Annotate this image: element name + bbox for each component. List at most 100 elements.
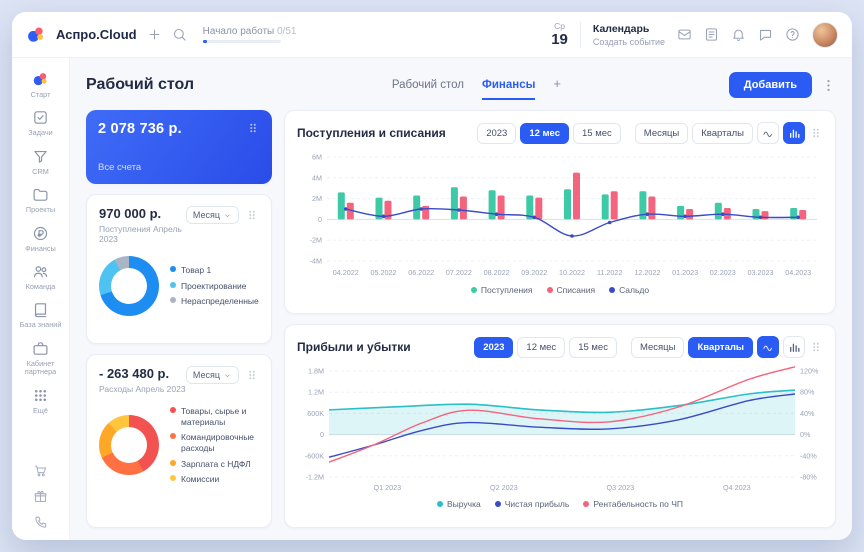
sidebar-item-tasks[interactable]: Задачи [12,104,69,142]
svg-text:09.2022: 09.2022 [521,268,547,277]
income-period-select[interactable]: Месяц [185,206,239,224]
calendar-title: Календарь [592,22,650,35]
svg-text:Q4 2023: Q4 2023 [723,483,751,492]
drag-handle-icon[interactable] [245,208,259,222]
pnl-card: Прибыли и убытки 2023 12 мес 15 мес Месяцы К… [284,324,836,528]
svg-text:12.2022: 12.2022 [634,268,660,277]
day-number: 19 [551,31,568,49]
expenses-period-select[interactable]: Месяц [185,366,239,384]
expenses-amount: - 263 480 р. [99,366,170,381]
all-accounts-link[interactable]: Все счета [98,162,142,173]
sidebar-item-label: База знаний [19,320,62,330]
sidebar-item-label: Старт [30,90,51,99]
more-menu-icon[interactable] [821,78,836,93]
svg-text:-4M: -4M [310,257,322,266]
add-tab-button[interactable]: + [553,76,561,91]
sidebar-item-knowledge-base[interactable]: База знаний [12,296,69,334]
left-column: 2 078 736 р. Все счета 970 000 р. Поступ… [86,110,272,528]
period-button-0[interactable]: 2023 [477,122,517,144]
svg-text:-40%: -40% [800,451,817,460]
sidebar-item-projects[interactable]: Проекты [12,181,69,219]
svg-text:0: 0 [320,430,324,439]
tab-1[interactable]: Финансы [482,79,536,100]
accounts-card[interactable]: 2 078 736 р. Все счета [86,110,272,184]
svg-text:40%: 40% [800,409,815,418]
user-avatar[interactable] [812,21,838,48]
income-donut-chart [99,256,159,316]
svg-text:08.2022: 08.2022 [484,268,510,277]
date-widget[interactable]: Ср 19 [551,22,568,48]
period-button-1[interactable]: 12 мес [517,336,566,358]
phone-icon[interactable] [33,515,48,530]
svg-text:05.2022: 05.2022 [371,268,397,277]
line-chart-toggle[interactable] [757,336,779,358]
page-title: Рабочий стол [86,76,195,93]
cart-icon[interactable] [33,463,48,478]
legend-item: Командировочные расходы [170,432,259,453]
svg-text:1.8M: 1.8M [308,367,324,376]
bar-chart-toggle[interactable] [783,122,805,144]
line-chart-toggle[interactable] [757,122,779,144]
period-button-0[interactable]: 2023 [474,336,514,358]
legend-item: Списания [546,285,595,295]
chat-icon[interactable] [758,27,773,42]
period-button-2[interactable]: 15 мес [573,122,621,144]
quick-add-icon[interactable] [147,27,162,42]
chevron-down-icon [223,211,232,220]
sidebar-item-more[interactable]: Ещё [12,382,69,420]
svg-text:-600K: -600K [305,451,324,460]
mail-icon[interactable] [677,27,692,42]
period-button-2[interactable]: 15 мес [569,336,617,358]
sidebar-item-finance[interactable]: Финансы [12,220,69,258]
tab-0[interactable]: Рабочий стол [391,79,465,91]
period-button-1[interactable]: 12 мес [520,122,570,144]
grouping-button-0[interactable]: Месяцы [634,122,689,144]
drag-handle-icon[interactable] [809,340,823,354]
income-legend: Товар 1 Проектирование Нераспределенные [170,265,259,307]
expenses-donut-chart [99,415,159,476]
cashflow-card: Поступления и списания 2023 12 мес 15 мес М… [284,110,836,314]
sidebar-item-start[interactable]: Старт [12,66,69,104]
onboarding-widget[interactable]: Начало работы 0/51 [202,26,297,43]
svg-text:120%: 120% [800,367,819,376]
projects-icon [32,186,49,203]
add-button[interactable]: Добавить [728,72,812,98]
search-icon[interactable] [172,27,187,42]
svg-text:4M: 4M [312,173,322,182]
calendar-widget[interactable]: Календарь Создать событие [593,23,665,47]
sidebar-item-label: Ещё [33,405,48,415]
team-icon [32,263,49,280]
grouping-button-1[interactable]: Кварталы [688,336,753,358]
feedback-icon[interactable] [704,27,719,42]
cashflow-controls: 2023 12 мес 15 мес Месяцы Кварталы [477,122,823,144]
svg-text:80%: 80% [800,388,815,397]
grouping-button-0[interactable]: Месяцы [630,336,685,358]
partner-cabinet-icon [32,340,49,357]
grouping-button-1[interactable]: Кварталы [692,122,753,144]
expenses-period-value: Месяц [192,370,220,380]
sidebar-item-label: Проекты [25,205,56,215]
legend-item: Нераспределенные [170,296,259,307]
sidebar-item-crm[interactable]: CRM [12,143,69,181]
pnl-controls: 2023 12 мес 15 мес Месяцы Кварталы [474,336,823,358]
svg-text:1.2M: 1.2M [308,388,324,397]
bell-icon[interactable] [731,27,746,42]
sidebar-item-team[interactable]: Команда [12,258,69,296]
legend-item: Товар 1 [170,265,259,276]
svg-text:Q1 2023: Q1 2023 [374,483,402,492]
svg-text:-80%: -80% [800,473,817,482]
sidebar-item-label: CRM [32,166,49,176]
sidebar-item-partner-cabinet[interactable]: Кабинет партнера [12,335,69,382]
drag-handle-icon[interactable] [245,368,259,382]
income-amount-block: 970 000 р. Поступления Апрель 2023 [99,206,186,244]
bar-chart-toggle[interactable] [783,336,805,358]
help-icon[interactable] [785,27,800,42]
gift-icon[interactable] [33,489,48,504]
onboarding-count: 0/51 [277,26,297,37]
dashboard-tabs: Рабочий стол Финансы + [362,76,561,100]
svg-text:-2M: -2M [310,236,322,245]
svg-text:0%: 0% [800,430,811,439]
legend-item: Проектирование [170,281,259,292]
drag-handle-icon[interactable] [809,126,823,140]
drag-handle-icon[interactable] [246,121,260,135]
